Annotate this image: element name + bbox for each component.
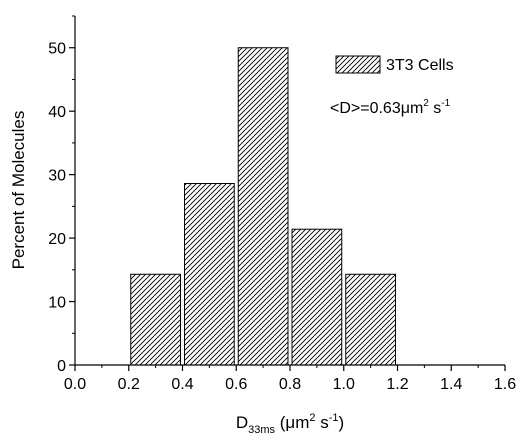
x-tick-label: 0.8 [279,376,301,393]
mean-annotation-prefix: <D>=0.63 [330,100,401,117]
mean-annotation: <D>=0.63μm2 s-1 [330,98,451,117]
bar-group [130,47,396,366]
x-tick-group: 0.0 0.2 0.4 0.6 0.8 1.0 1.2 1.4 1.6 [64,365,516,393]
mean-annotation-s: s [433,100,441,117]
x-tick-label: 1.2 [386,376,408,393]
x-axis-label-unit-close: ) [339,413,345,432]
x-axis-label-m: m [295,413,309,432]
y-tick-label: 50 [48,41,66,58]
y-tick-label: 10 [48,295,66,312]
x-axis-label-s-exp: -1 [329,412,339,424]
histogram-bar-1 [130,273,181,366]
x-axis-label-mu: μ [285,413,295,432]
histogram-bar-5 [345,273,396,366]
y-tick-group: 0 10 20 30 40 50 [48,15,75,375]
mean-annotation-s-exp: -1 [441,98,450,109]
histogram-bar-3 [237,47,289,366]
x-tick-label: 0.2 [118,376,140,393]
y-axis-label: Percent of Molecules [9,111,28,270]
x-axis-label-unit-open: ( [280,413,286,432]
legend-label: 3T3 Cells [386,57,454,74]
mean-annotation-m-exp: 2 [423,98,429,109]
x-tick-label: 1.0 [333,376,355,393]
histogram-bar-4 [291,228,343,366]
x-axis-label: D33ms (μm2 s-1) [236,412,344,436]
x-axis-label-m-exp: 2 [309,412,315,424]
legend-swatch [335,55,381,74]
x-tick-label: 1.4 [440,376,462,393]
x-tick-label: 0.4 [171,376,193,393]
y-tick-label: 20 [48,231,66,248]
x-tick-label: 1.6 [494,376,516,393]
x-axis-label-s: s [320,413,329,432]
legend: 3T3 Cells [335,55,454,74]
histogram-bar-2 [184,183,235,366]
x-axis-label-main: D [236,413,248,432]
x-tick-label: 0.0 [64,376,86,393]
x-axis-label-subscript: 33ms [248,424,275,436]
x-tick-label: 0.6 [225,376,247,393]
y-tick-label: 30 [48,168,66,185]
y-tick-label: 40 [48,104,66,121]
y-tick-label: 0 [57,358,66,375]
mean-annotation-mu: μ [401,100,410,117]
mean-annotation-m: m [410,100,423,117]
